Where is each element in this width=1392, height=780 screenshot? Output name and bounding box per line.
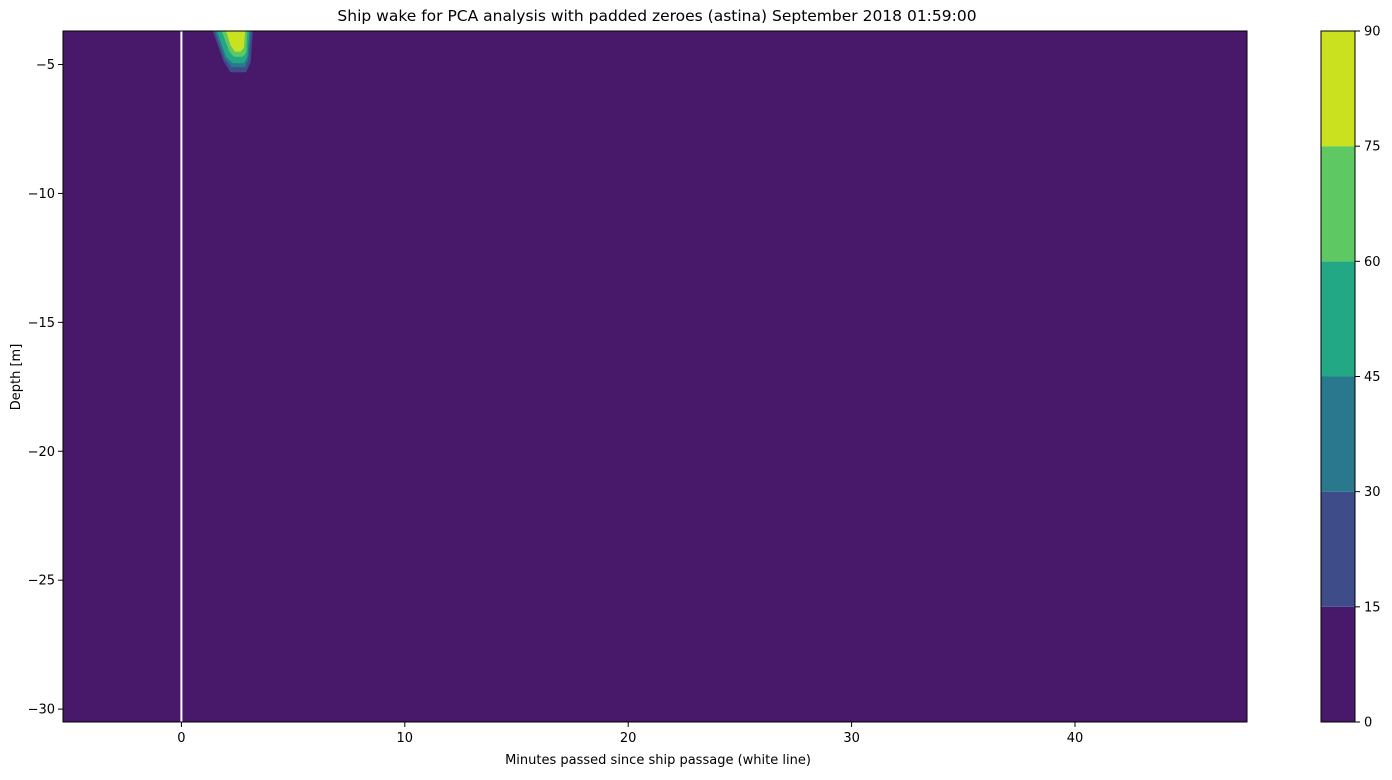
wake-contour-level-5 [226,31,246,52]
chart-title: Ship wake for PCA analysis with padded z… [337,7,976,25]
x-tick-label: 10 [397,731,414,746]
colorbar-band [1321,491,1355,607]
y-axis-label: Depth [m] [9,344,24,411]
colorbar-tick-label: 15 [1364,600,1381,615]
x-tick-label: 0 [177,731,185,746]
x-axis: 0 10 20 30 40 [177,722,1083,746]
y-axis: −5 −10 −15 −20 −25 −30 [28,58,63,718]
colorbar: 0 15 30 45 60 75 90 [1320,25,1381,731]
colorbar-band [1321,31,1355,147]
x-axis-label: Minutes passed since ship passage (white… [505,753,811,768]
x-tick-label: 30 [843,731,860,746]
colorbar-tick-label: 0 [1364,716,1372,731]
y-tick-label: −25 [28,574,55,589]
colorbar-band [1321,261,1355,377]
colorbar-band [1321,146,1355,262]
x-tick-label: 40 [1067,731,1084,746]
plot-area [62,30,1248,723]
colorbar-band [1321,376,1355,492]
plot-frame [62,30,1248,723]
colorbar-tick-label: 45 [1364,370,1381,385]
y-tick-label: −20 [28,445,55,460]
colorbar-band [1321,606,1355,722]
colorbar-tick-label: 75 [1364,140,1381,155]
colorbar-tick-label: 60 [1364,255,1381,270]
y-tick-label: −15 [28,316,55,331]
y-tick-label: −10 [28,187,55,202]
colorbar-tick-label: 30 [1364,485,1381,500]
y-tick-label: −30 [28,703,55,718]
colorbar-tick-label: 90 [1364,25,1381,40]
y-tick-label: −5 [36,58,55,73]
x-tick-label: 20 [620,731,637,746]
contour-background [63,31,1247,722]
